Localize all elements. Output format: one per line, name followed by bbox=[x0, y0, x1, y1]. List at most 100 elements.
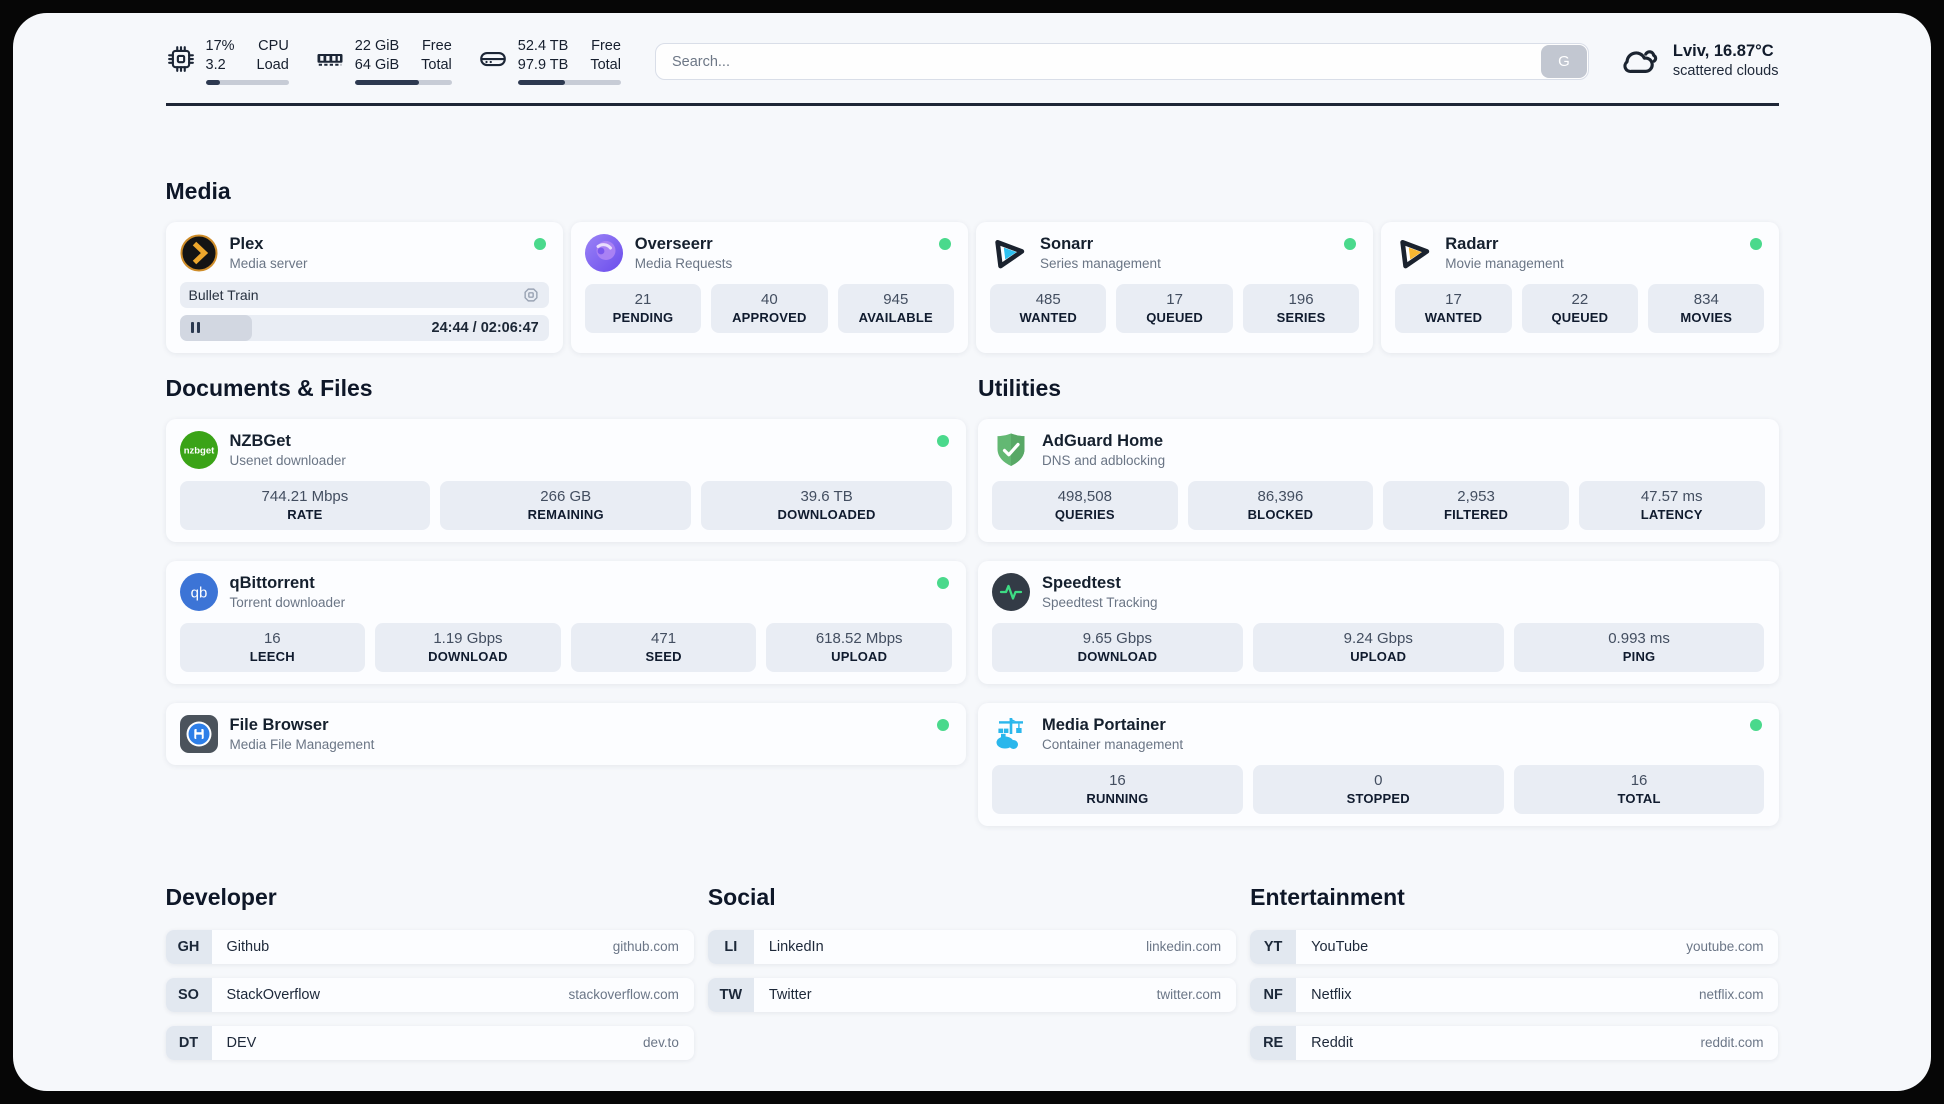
section-title-entertainment: Entertainment bbox=[1250, 883, 1405, 910]
memory-free-label: Free bbox=[421, 38, 452, 54]
system-stats: 17% CPU 3.2 Load bbox=[166, 37, 621, 85]
cpu-percent: 17% bbox=[205, 38, 235, 54]
bookmark-item-twitter[interactable]: TW Twitter twitter.com bbox=[707, 977, 1237, 1012]
bookmark-item-stackoverflow[interactable]: SO StackOverflow stackoverflow.com bbox=[165, 977, 694, 1012]
bookmark-abbr: RE bbox=[1250, 1025, 1297, 1060]
stat-box: 945 AVAILABLE bbox=[837, 283, 954, 333]
app-title: Speedtest bbox=[1042, 573, 1121, 592]
bookmark-item-linkedin[interactable]: LI LinkedIn linkedin.com bbox=[707, 929, 1237, 964]
stat-label: BLOCKED bbox=[1247, 506, 1314, 522]
bookmark-item-youtube[interactable]: YT YouTube youtube.com bbox=[1250, 929, 1779, 964]
app-title: Plex bbox=[229, 234, 264, 253]
bookmark-url: github.com bbox=[612, 939, 679, 955]
app-description: Usenet downloader bbox=[229, 452, 346, 468]
cpu-icon bbox=[167, 46, 194, 72]
stat-value: 16 bbox=[1109, 771, 1126, 789]
storage-total-label: Total bbox=[590, 56, 621, 73]
app-description: Media Requests bbox=[634, 255, 733, 271]
storage-stat: 52.4 TB Free 97.9 TB Total bbox=[478, 37, 621, 85]
stat-value: 945 bbox=[883, 290, 909, 308]
cpu-progress-bar bbox=[205, 79, 289, 85]
bookmark-url: netflix.com bbox=[1698, 987, 1764, 1003]
app-card-overseerr[interactable]: Overseerr Media Requests 21 PENDING 40 A… bbox=[570, 221, 968, 353]
svg-text:qb: qb bbox=[190, 584, 207, 601]
memory-total-label: Total bbox=[421, 56, 452, 73]
pause-icon bbox=[190, 322, 200, 334]
bookmark-item-dev[interactable]: DT DEV dev.to bbox=[165, 1025, 694, 1060]
search-engine-button[interactable]: G bbox=[1540, 45, 1587, 78]
bookmark-abbr: GH bbox=[165, 929, 212, 964]
filebrowser-icon bbox=[179, 714, 218, 753]
stat-value: 0.993 ms bbox=[1608, 629, 1670, 647]
app-card-plex[interactable]: Plex Media server Bullet Train bbox=[165, 221, 563, 353]
stat-label: UPLOAD bbox=[831, 648, 888, 664]
app-card-radarr[interactable]: Radarr Movie management 17 WANTED 22 QUE… bbox=[1381, 221, 1779, 353]
app-card-speedtest[interactable]: Speedtest Speedtest Tracking 9.65 Gbps D… bbox=[978, 560, 1779, 684]
memory-total-value: 64 GiB bbox=[354, 56, 400, 73]
stat-box: 2,953 FILTERED bbox=[1383, 480, 1569, 530]
stat-label: QUERIES bbox=[1054, 506, 1115, 522]
app-card-adguard[interactable]: AdGuard Home DNS and adblocking 498,508 … bbox=[978, 418, 1779, 542]
app-title: AdGuard Home bbox=[1042, 431, 1164, 450]
stat-label: FILTERED bbox=[1443, 506, 1509, 522]
app-title: Media Portainer bbox=[1042, 715, 1166, 734]
stat-label: QUEUED bbox=[1146, 309, 1204, 325]
overseerr-icon bbox=[584, 233, 623, 272]
app-card-filebrowser[interactable]: File Browser Media File Management bbox=[165, 702, 966, 765]
stat-label: DOWNLOAD bbox=[1077, 648, 1158, 664]
stat-box: 618.52 Mbps UPLOAD bbox=[766, 622, 952, 672]
stat-label: SERIES bbox=[1276, 309, 1326, 325]
storage-total-value: 97.9 TB bbox=[517, 56, 569, 73]
stat-box: 1.19 Gbps DOWNLOAD bbox=[375, 622, 561, 672]
stat-box: 485 WANTED bbox=[990, 283, 1107, 333]
stat-label: LEECH bbox=[249, 648, 295, 664]
app-card-nzbget[interactable]: nzbget NZBGet Usenet downloader 744.21 M… bbox=[165, 418, 966, 542]
dashboard-page: 17% CPU 3.2 Load bbox=[13, 13, 1931, 1091]
video-icon bbox=[522, 286, 540, 304]
app-description: Speedtest Tracking bbox=[1042, 594, 1158, 610]
stat-box: 17 QUEUED bbox=[1116, 283, 1233, 333]
bookmark-url: dev.to bbox=[643, 1035, 679, 1051]
stat-value: 9.24 Gbps bbox=[1343, 629, 1413, 647]
storage-free-value: 52.4 TB bbox=[517, 38, 569, 54]
stat-box: 17 WANTED bbox=[1395, 283, 1512, 333]
stat-value: 17 bbox=[1166, 290, 1183, 308]
status-online-dot bbox=[533, 237, 546, 250]
stat-label: TOTAL bbox=[1617, 790, 1661, 806]
disk-icon bbox=[479, 51, 506, 67]
stat-value: 22 bbox=[1571, 290, 1589, 308]
stat-value: 21 bbox=[634, 290, 652, 308]
stat-box: 22 QUEUED bbox=[1521, 283, 1639, 333]
cpu-load-value: 3.2 bbox=[205, 56, 226, 73]
nzbget-icon: nzbget bbox=[179, 430, 218, 469]
stat-box: 86,396 BLOCKED bbox=[1187, 480, 1374, 530]
bookmark-item-github[interactable]: GH Github github.com bbox=[165, 929, 694, 964]
app-card-portainer[interactable]: Media Portainer Container management 16 … bbox=[978, 702, 1779, 826]
storage-free-label: Free bbox=[591, 38, 621, 54]
memory-stat: 22 GiB Free 64 GiB Total bbox=[315, 37, 452, 85]
stat-value: 196 bbox=[1288, 290, 1314, 308]
bookmark-item-netflix[interactable]: NF Netflix netflix.com bbox=[1250, 977, 1779, 1012]
stat-label: STOPPED bbox=[1346, 790, 1410, 806]
stat-box: 498,508 QUERIES bbox=[992, 480, 1178, 530]
stat-label: WANTED bbox=[1019, 309, 1077, 325]
svg-text:nzbget: nzbget bbox=[183, 445, 214, 456]
search-input[interactable] bbox=[654, 43, 1589, 80]
adguard-icon bbox=[997, 433, 1025, 466]
bookmark-group-developer: Developer GH Github github.com SO StackO… bbox=[165, 884, 694, 1074]
memory-progress-bar bbox=[354, 79, 452, 85]
cpu-stat: 17% CPU 3.2 Load bbox=[166, 37, 289, 85]
app-card-sonarr[interactable]: Sonarr Series management 485 WANTED 17 Q… bbox=[976, 221, 1374, 353]
app-title: NZBGet bbox=[229, 431, 291, 450]
stat-label: UPLOAD bbox=[1350, 648, 1407, 664]
stat-value: 744.21 Mbps bbox=[261, 487, 349, 505]
stat-label: AVAILABLE bbox=[858, 309, 933, 325]
app-card-qbittorrent[interactable]: qb qBittorrent Torrent downloader 16 LEE… bbox=[165, 560, 966, 684]
bookmark-url: reddit.com bbox=[1700, 1035, 1764, 1051]
status-online-dot bbox=[1749, 718, 1762, 731]
stat-value: 834 bbox=[1693, 290, 1719, 308]
app-description: DNS and adblocking bbox=[1042, 452, 1166, 468]
bookmark-item-reddit[interactable]: RE Reddit reddit.com bbox=[1250, 1025, 1779, 1060]
bookmark-name: Twitter bbox=[768, 986, 812, 1003]
bookmark-abbr: SO bbox=[165, 977, 212, 1012]
